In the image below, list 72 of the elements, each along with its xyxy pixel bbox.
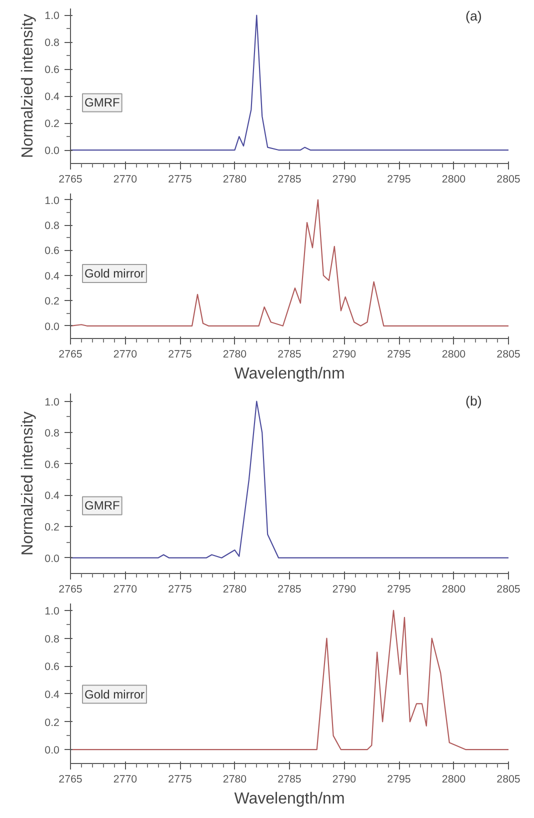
- y-tick-label: 0.0: [44, 744, 60, 757]
- y-tick-label: 0.0: [44, 552, 60, 565]
- x-tick-label: 2800: [442, 174, 466, 186]
- x-tick-label: 2795: [387, 584, 411, 596]
- x-tick-label: 2780: [222, 774, 247, 786]
- annotation: (b): [466, 394, 482, 408]
- y-tick-label: 0.4: [44, 688, 60, 701]
- x-tick-label: 2780: [222, 348, 247, 360]
- y-tick-label: 0.0: [44, 145, 60, 158]
- text: Gold mirror: [84, 266, 145, 280]
- x-tick-label: 2800: [442, 774, 466, 786]
- y-axis-title: Normalzied intensity: [20, 411, 37, 556]
- x-tick-label: 2805: [496, 174, 520, 186]
- y-tick-label: 0.2: [44, 118, 60, 130]
- y-tick-label: 0.2: [44, 716, 60, 729]
- y-tick-label: 1.0: [44, 396, 60, 408]
- y-axis-title: Normalzied intensity: [20, 14, 37, 158]
- x-axis-title: Wavelength/nm: [234, 366, 345, 382]
- y-tick-label: 0.0: [44, 320, 60, 333]
- x-tick-label: 2765: [58, 348, 82, 360]
- y-tick-label: 1.0: [44, 605, 60, 618]
- y-tick-label: 0.8: [44, 37, 60, 50]
- x-tick-label: 2795: [387, 174, 411, 186]
- y-tick-label: 0.4: [44, 270, 60, 282]
- y-tick-label: 0.8: [44, 220, 60, 232]
- y-tick-label: 1.0: [44, 10, 60, 22]
- x-tick-label: 2770: [113, 774, 138, 786]
- x-tick-label: 2790: [332, 174, 356, 186]
- x-tick-label: 2780: [222, 174, 247, 186]
- x-tick-label: 2785: [278, 774, 302, 786]
- text: Gold mirror: [84, 687, 145, 702]
- x-tick-label: 2785: [278, 174, 302, 186]
- x-tick-label: 2770: [113, 174, 138, 186]
- text: GMRF: [84, 498, 120, 513]
- x-tick-label: 2785: [278, 348, 302, 360]
- annotation: (a): [466, 8, 482, 24]
- x-tick-label: 2790: [332, 348, 356, 360]
- x-tick-label: 2790: [332, 774, 356, 786]
- x-tick-label: 2800: [442, 584, 466, 596]
- x-tick-label: 2765: [58, 774, 82, 786]
- y-tick-label: 0.6: [44, 458, 60, 471]
- x-tick-label: 2785: [278, 584, 302, 596]
- line-series: [70, 610, 508, 750]
- x-tick-label: 2775: [168, 348, 192, 360]
- x-tick-label: 2805: [496, 584, 520, 596]
- y-tick-label: 0.2: [44, 522, 60, 534]
- y-tick-label: 0.2: [44, 296, 60, 308]
- x-tick-label: 2805: [496, 348, 520, 360]
- text: GMRF: [84, 96, 120, 110]
- x-tick-label: 2775: [168, 584, 192, 596]
- x-tick-label: 2775: [168, 774, 192, 786]
- x-tick-label: 2795: [387, 774, 411, 786]
- y-tick-label: 0.8: [44, 428, 60, 440]
- x-tick-label: 2800: [442, 348, 466, 360]
- x-tick-label: 2790: [332, 584, 356, 596]
- x-tick-label: 2780: [222, 584, 247, 596]
- x-tick-label: 2805: [496, 774, 520, 786]
- x-tick-label: 2795: [387, 348, 411, 360]
- y-tick-label: 0.6: [44, 245, 60, 258]
- x-axis-title: Wavelength/nm: [234, 790, 345, 808]
- y-tick-label: 0.6: [44, 64, 60, 76]
- line-series: [70, 199, 508, 326]
- x-tick-label: 2765: [58, 584, 82, 596]
- x-tick-label: 2775: [168, 174, 192, 186]
- y-tick-label: 0.8: [44, 633, 60, 646]
- y-tick-label: 1.0: [44, 194, 60, 207]
- y-tick-label: 0.4: [44, 91, 60, 104]
- y-tick-label: 0.4: [44, 490, 60, 502]
- y-tick-label: 0.6: [44, 661, 60, 674]
- x-tick-label: 2770: [113, 584, 138, 596]
- x-tick-label: 2770: [113, 348, 138, 360]
- x-tick-label: 2765: [58, 174, 82, 186]
